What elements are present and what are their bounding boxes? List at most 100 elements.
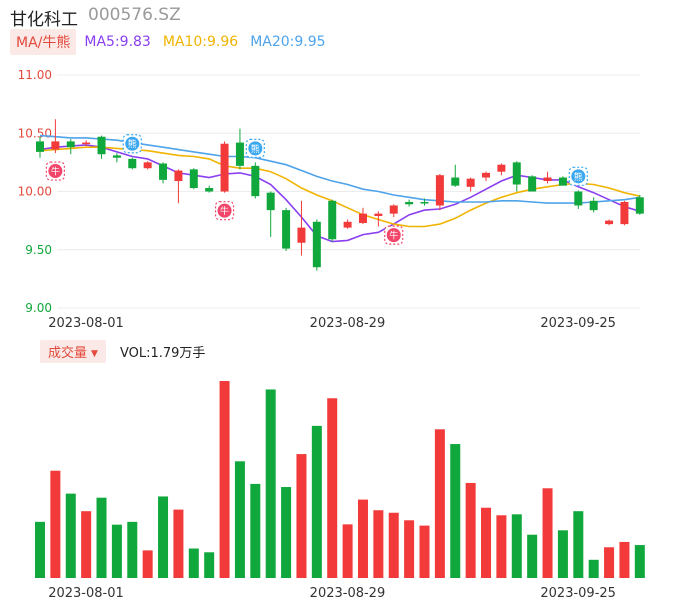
ma5-legend: MA5:9.83 [84,34,151,50]
volume-bar [281,487,292,578]
candle-body [358,213,367,223]
candle-body [112,155,121,158]
bear-marker [125,136,140,151]
candle-body [466,178,475,187]
candle-body [343,221,352,228]
candle-body [605,220,614,225]
volume-bar [357,499,368,578]
ma5-line [39,144,641,243]
bull-marker-label: 牛 [220,205,229,217]
bull-marker [48,164,63,179]
x-tick-label: 2023-09-25 [540,316,616,331]
candle-body [159,163,168,180]
volume-bar [173,509,184,578]
candle-body [312,221,321,268]
x-tick-label: 2023-08-29 [310,586,386,601]
volume-bar [265,389,276,578]
candle-body [282,210,291,249]
candle-body [205,188,214,192]
volume-bar [65,493,76,578]
candle-body [220,143,229,192]
y-tick-label: 10.50 [18,126,52,140]
volume-legend: 成交量 ▼ VOL:1.79万手 [40,339,206,363]
candle-body [420,201,429,204]
volume-bar [35,521,45,578]
volume-bar [234,461,245,578]
volume-bar [419,525,430,578]
x-tick-label: 2023-09-25 [540,586,616,601]
candle-body [97,136,106,155]
stock-name: 甘化科工 [10,10,78,30]
candle-body [389,205,398,214]
candle-body [497,164,506,172]
volume-bar [434,429,445,578]
bull-marker [386,228,401,243]
candle-body [451,177,460,186]
volume-bar [50,470,61,578]
candle-body [297,227,306,243]
bear-marker-label: 熊 [128,138,137,150]
volume-bar [127,521,138,578]
volume-bar [219,381,230,578]
bear-marker-label: 熊 [251,143,260,155]
ma-legend: MA/牛熊 MA5:9.83 MA10:9.96 MA20:9.95 [10,29,338,55]
volume-bar [188,548,199,578]
volume-bar [573,511,584,578]
bull-marker-label: 牛 [389,230,398,242]
candle-body [66,141,75,148]
candle-body [266,192,275,211]
y-tick-label: 9.50 [25,243,52,257]
volume-bar [111,524,122,578]
x-tick-label: 2023-08-01 [48,586,124,601]
candle-body [235,142,244,166]
candle-body [405,201,414,205]
candle-body [635,197,644,214]
candle-body [558,177,567,186]
volume-bar [465,482,476,578]
x-tick-label: 2023-08-29 [310,316,386,331]
candle-body [543,177,552,182]
ma20-legend: MA20:9.95 [250,34,326,50]
ma10-legend: MA10:9.96 [162,34,239,50]
volume-bar [388,512,399,578]
volume-bar [619,541,630,578]
y-tick-label: 11.00 [18,68,52,82]
candle-body [128,158,137,169]
x-tick-label: 2023-08-01 [48,316,124,331]
candle-body [482,172,491,178]
candle-body [512,162,521,185]
volume-bar [311,425,322,578]
bear-marker [571,169,586,184]
bear-marker [248,141,263,156]
candle-body [174,170,183,182]
candle-body [528,176,537,192]
candle-body [435,175,444,206]
ma-indicator-tag[interactable]: MA/牛熊 [10,29,77,55]
volume-bar [96,497,107,578]
volume-bar [557,530,568,578]
volume-bar [542,488,553,578]
candle-body [589,200,598,211]
volume-bar [511,514,522,578]
y-tick-label: 9.00 [25,301,52,315]
volume-bar [634,545,645,578]
volume-value: VOL:1.79万手 [119,345,206,361]
caret-down-icon: ▼ [91,348,98,359]
volume-bar [373,510,384,578]
volume-bar [342,524,353,578]
volume-bar [81,511,92,578]
volume-bar [527,534,538,578]
bull-marker-label: 牛 [51,166,60,178]
volume-indicator-label: 成交量 [48,345,88,361]
candle-body [36,141,44,152]
volume-bar [250,483,261,578]
volume-bar [296,454,307,578]
candle-body [574,191,583,206]
volume-bar [158,496,169,578]
candle-body [82,142,91,145]
candle-body [328,200,337,240]
volume-bar [204,552,215,578]
candle-body [189,169,198,189]
volume-bar [588,559,599,578]
volume-indicator-dropdown[interactable]: 成交量 ▼ [40,339,106,363]
